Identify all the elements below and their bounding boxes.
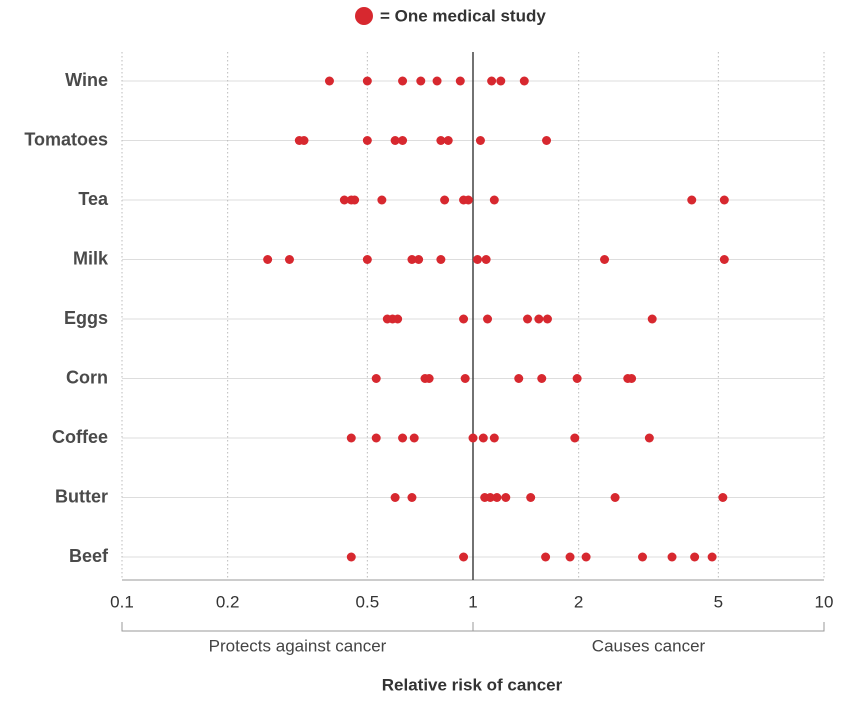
x-tick-label: 2 — [574, 592, 583, 611]
dot — [443, 136, 453, 145]
category-label: Milk — [73, 248, 109, 268]
dot — [284, 255, 294, 264]
dot — [371, 433, 381, 443]
dot — [459, 314, 469, 324]
dot — [398, 76, 408, 86]
dot — [526, 493, 536, 502]
category-label: Wine — [65, 70, 108, 90]
dot — [463, 195, 473, 205]
dot — [719, 195, 729, 205]
dot — [537, 374, 547, 383]
dot — [610, 493, 620, 502]
dot — [468, 433, 478, 443]
x-tick-label: 10 — [815, 592, 834, 611]
category-label: Corn — [66, 367, 108, 387]
dot — [362, 136, 372, 145]
dot — [414, 255, 424, 264]
annotation: Causes cancer — [592, 636, 706, 655]
dot — [339, 195, 349, 205]
dot — [398, 136, 408, 145]
dot — [541, 552, 551, 562]
bracket — [472, 622, 825, 632]
dot — [475, 136, 485, 145]
dot — [637, 552, 647, 562]
dot — [409, 433, 419, 443]
dot — [455, 76, 465, 86]
dot — [390, 493, 400, 502]
dot — [263, 255, 273, 264]
dot — [407, 255, 417, 264]
dot — [483, 314, 493, 324]
dot — [299, 136, 309, 145]
dot — [485, 493, 495, 502]
dot — [478, 433, 488, 443]
category-label: Butter — [55, 486, 108, 506]
dot — [407, 493, 417, 502]
dot — [350, 195, 360, 205]
category-label: Beef — [69, 546, 109, 566]
dot — [570, 433, 580, 443]
x-tick-label: 1 — [468, 592, 477, 611]
dot — [492, 493, 502, 502]
dot — [542, 136, 552, 145]
dot — [487, 76, 497, 86]
dot — [489, 433, 499, 443]
x-tick-label: 5 — [714, 592, 723, 611]
x-axis-title: Relative risk of cancer — [382, 675, 563, 694]
dot — [644, 433, 654, 443]
dot — [519, 76, 529, 86]
category-label: Eggs — [64, 308, 108, 328]
dot — [718, 493, 728, 502]
dot — [489, 195, 499, 205]
legend-swatch — [355, 7, 373, 25]
x-tick-label: 0.5 — [356, 592, 380, 611]
bracket — [121, 622, 474, 632]
dot — [534, 314, 544, 324]
dot — [362, 76, 372, 86]
dot — [362, 255, 372, 264]
dot — [460, 374, 470, 383]
dot — [473, 255, 483, 264]
legend-label: = One medical study — [380, 6, 546, 25]
annotation: Protects against cancer — [209, 636, 387, 655]
dot — [542, 314, 552, 324]
dot — [324, 76, 334, 86]
dot — [398, 433, 408, 443]
dot — [377, 195, 387, 205]
dot — [572, 374, 582, 383]
dot — [667, 552, 677, 562]
dot — [496, 76, 506, 86]
dot — [432, 76, 442, 86]
dot — [436, 255, 446, 264]
dot — [481, 255, 491, 264]
dot — [346, 433, 356, 443]
dot — [647, 314, 657, 324]
dot — [393, 314, 403, 324]
dot — [440, 195, 450, 205]
dot — [690, 552, 700, 562]
dot — [436, 136, 446, 145]
dot — [390, 136, 400, 145]
dot — [707, 552, 717, 562]
dot — [600, 255, 610, 264]
dot — [719, 255, 729, 264]
x-tick-label: 0.1 — [110, 592, 134, 611]
x-tick-label: 0.2 — [216, 592, 240, 611]
category-label: Tomatoes — [24, 129, 108, 149]
dot — [424, 374, 434, 383]
dot — [371, 374, 381, 383]
dot — [416, 76, 426, 86]
category-label: Tea — [78, 189, 109, 209]
dot — [501, 493, 511, 502]
dot — [687, 195, 697, 205]
category-label: Coffee — [52, 427, 108, 447]
dot — [581, 552, 591, 562]
dot — [514, 374, 524, 383]
dot — [565, 552, 575, 562]
dot — [346, 552, 356, 562]
dot — [627, 374, 637, 383]
dot — [459, 552, 469, 562]
dot — [523, 314, 533, 324]
